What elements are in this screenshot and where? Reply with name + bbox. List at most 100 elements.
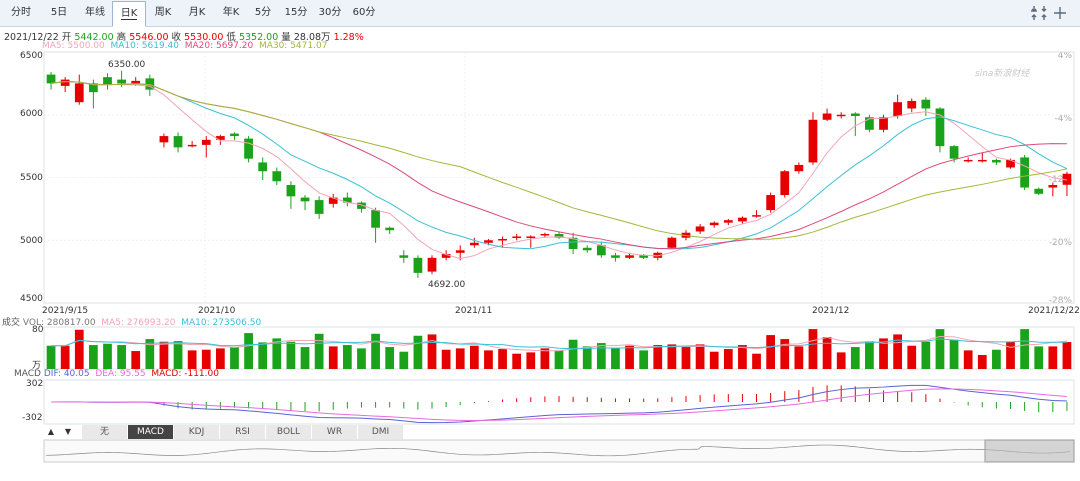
- indicator-tab-none[interactable]: 无: [82, 425, 128, 439]
- dea-line: [51, 388, 1067, 422]
- volume-bar: [836, 352, 846, 369]
- volume-bar: [314, 333, 324, 369]
- indicator-tab-kdj[interactable]: KDJ: [174, 425, 220, 439]
- candle-body: [992, 159, 1001, 163]
- pct-tick-5: -28%: [1048, 296, 1072, 306]
- scroll-down-arrow[interactable]: ▼: [64, 427, 72, 436]
- candle-body: [907, 100, 917, 109]
- candle-body: [963, 159, 973, 162]
- macd-axis-top: 302: [26, 379, 44, 389]
- indicator-tab-dmi[interactable]: DMI: [358, 425, 404, 439]
- candle-body: [625, 255, 634, 258]
- candle-body: [103, 77, 112, 85]
- volume-bar: [244, 333, 253, 369]
- candle-body: [836, 114, 846, 117]
- tab-60min[interactable]: 60分: [349, 0, 379, 25]
- candle-body: [371, 210, 380, 228]
- macd-panel: [51, 384, 1068, 424]
- tab-label: 日K: [120, 8, 138, 20]
- candle-body: [498, 238, 507, 241]
- volume-bar: [879, 338, 888, 369]
- volume-bar: [173, 341, 183, 369]
- tab-yearline[interactable]: 年线: [80, 0, 110, 25]
- candle-body: [681, 232, 691, 238]
- volume-ma5-line: [51, 336, 1067, 352]
- volume-bar: [484, 350, 493, 369]
- tab-label: 年K: [222, 7, 240, 18]
- candle-body: [766, 195, 776, 211]
- volume-bar: [201, 349, 211, 369]
- macd-legend: MACD DIF: 40.05 DEA: 95.55 MACD: -111.00: [14, 369, 219, 379]
- ma10-label: MA10: 5619.40: [110, 41, 179, 51]
- tab-weekly-k[interactable]: 周K: [148, 0, 178, 25]
- tab-monthly-k[interactable]: 月K: [182, 0, 212, 25]
- candle-body: [441, 254, 451, 258]
- tab-label: 30分: [318, 7, 342, 18]
- ma5-line: [50, 80, 1068, 260]
- tab-daily-k[interactable]: 日K: [112, 1, 146, 27]
- volume-bar: [1062, 342, 1072, 369]
- volume-bar: [977, 355, 987, 369]
- tab-15min[interactable]: 15分: [281, 0, 311, 25]
- volume-ma10-line: [51, 338, 1067, 350]
- macd-axis-bottom: -302: [22, 413, 43, 423]
- navigator-selection-window: [984, 439, 1075, 463]
- volume-bar: [949, 339, 959, 369]
- volume-bar: [300, 347, 310, 369]
- candle-body: [723, 220, 733, 223]
- candle-body: [300, 197, 310, 202]
- volume-bar: [399, 351, 409, 369]
- dif-line: [51, 384, 1067, 424]
- candle-body: [145, 78, 155, 90]
- indicator-tab-boll[interactable]: BOLL: [266, 425, 312, 439]
- volume-legend: 成交 VOL: 280817.00 MA5: 276993.20 MA10: 2…: [2, 315, 261, 328]
- high-value: 5546.00: [129, 32, 169, 43]
- navigator[interactable]: [43, 439, 1075, 463]
- fullscreen-icon[interactable]: [1030, 4, 1070, 22]
- high-annotation: 6350.00: [108, 60, 146, 70]
- tab-label: 60分: [352, 7, 376, 18]
- volume-bar: [723, 349, 733, 369]
- tab-30min[interactable]: 30分: [315, 0, 345, 25]
- tab-yearly-k[interactable]: 年K: [216, 0, 246, 25]
- candle-body: [667, 237, 677, 248]
- volume-bars: [46, 329, 1072, 369]
- candle-body: [357, 202, 366, 209]
- date-label-nov: 2021/11: [455, 306, 493, 316]
- high-label: 高: [116, 32, 127, 43]
- scroll-up-arrow[interactable]: ▲: [47, 427, 55, 436]
- volume-bar: [1034, 346, 1044, 369]
- candle-body: [935, 108, 945, 147]
- ma30-line: [50, 80, 1068, 240]
- indicator-tab-macd[interactable]: MACD: [128, 425, 174, 439]
- volume-bar: [187, 350, 197, 369]
- period-tab-bar: 分时 5日 年线 日K 周K 月K 年K 5分 15分 30分 60分: [0, 0, 1080, 27]
- indicator-tab-rsi[interactable]: RSI: [220, 425, 266, 439]
- volume-bar: [131, 351, 141, 369]
- tab-fenshi[interactable]: 分时: [6, 0, 36, 25]
- candle-body: [653, 252, 663, 258]
- candle-body: [893, 102, 903, 117]
- candle-body: [314, 200, 324, 214]
- volume-bar: [808, 329, 818, 369]
- candle-body: [921, 99, 931, 109]
- ma5-label: MA5: 5500.00: [42, 41, 105, 51]
- candles: [46, 70, 1072, 278]
- volume-bar: [709, 351, 719, 369]
- price-tick-6500: 6500: [20, 51, 43, 61]
- tab-5day[interactable]: 5日: [44, 0, 74, 25]
- candle-body: [865, 117, 874, 130]
- volume-bar: [371, 333, 380, 369]
- volume-axis-top: 80: [32, 325, 44, 335]
- indicator-tab-wr[interactable]: WR: [312, 425, 358, 439]
- pct-tick-4: -20%: [1048, 238, 1072, 248]
- ma20-line: [50, 80, 1067, 250]
- candle-body: [639, 255, 649, 258]
- ma-lines: [50, 80, 1068, 260]
- candle-body: [1020, 157, 1029, 188]
- change-value: 1.28%: [333, 32, 364, 43]
- volume-bar: [1006, 341, 1015, 369]
- candle-body: [780, 171, 790, 196]
- tab-5min[interactable]: 5分: [250, 0, 276, 25]
